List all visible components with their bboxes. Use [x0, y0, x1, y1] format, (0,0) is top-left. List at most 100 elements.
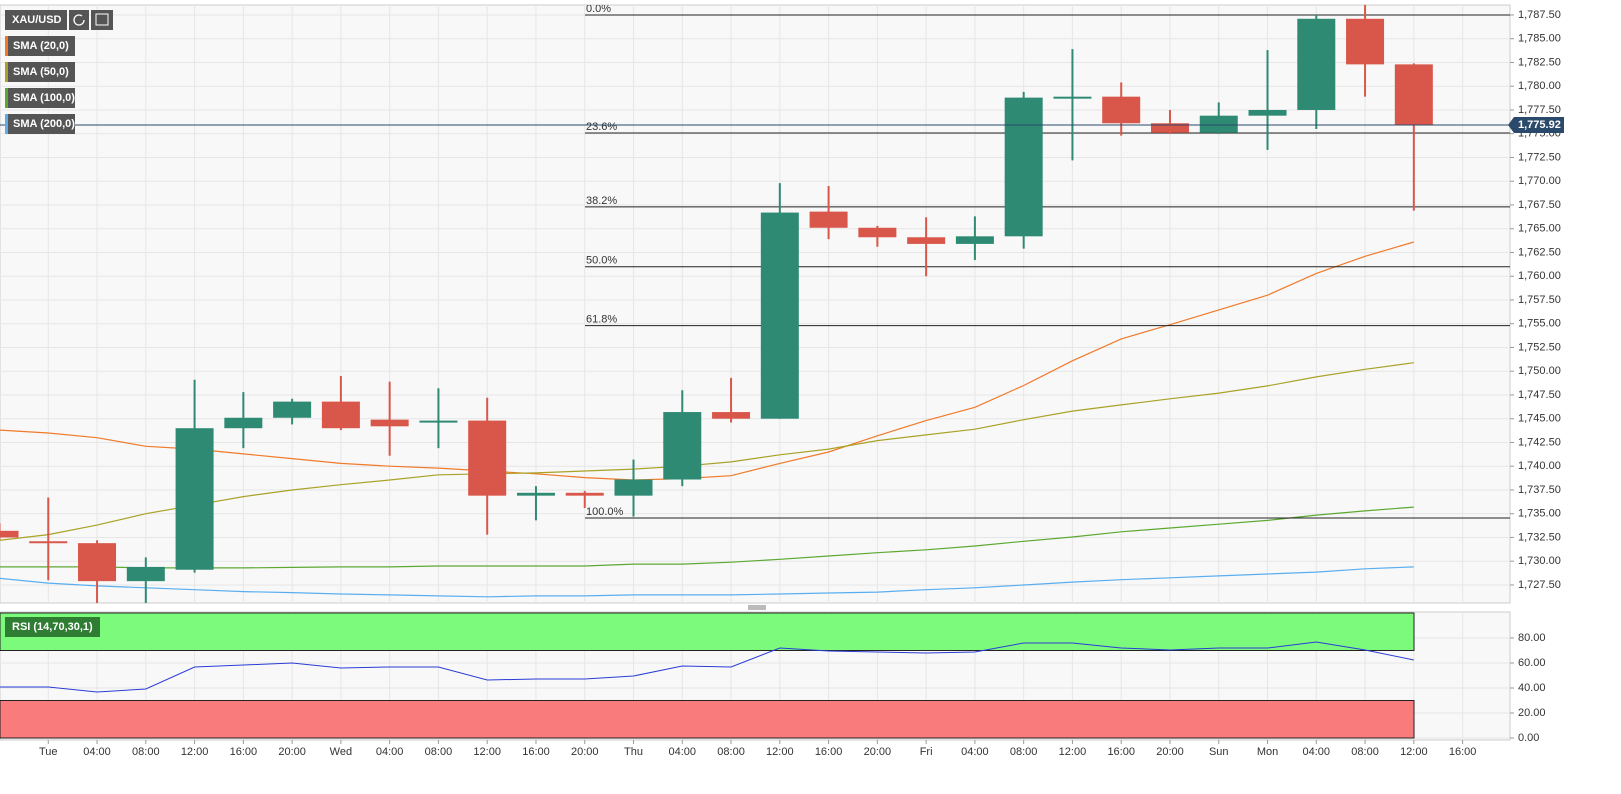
- candle-body: [663, 412, 702, 480]
- candle-body: [1297, 18, 1336, 110]
- symbol: XAU/USD: [12, 14, 62, 26]
- fib-label: 50.0%: [586, 255, 617, 267]
- y-tick-label: 1,785.00: [1518, 33, 1561, 45]
- candle-body: [1346, 18, 1385, 65]
- y-tick-label: 1,762.50: [1518, 246, 1561, 258]
- y-tick-label: 60.00: [1518, 657, 1546, 669]
- candle-body: [370, 419, 409, 427]
- x-tick-label: 16:00: [815, 746, 843, 758]
- panel-handle[interactable]: [748, 605, 766, 610]
- sma-tag-color: [5, 36, 8, 56]
- x-tick-label: 20:00: [571, 746, 599, 758]
- price-plot: [0, 4, 1511, 604]
- sma-line: [0, 566, 1414, 598]
- candle-body: [321, 401, 360, 429]
- x-tick-label: Wed: [330, 746, 352, 758]
- candle-body: [224, 417, 263, 429]
- sma-tag: SMA (20,0): [13, 40, 69, 52]
- calendar-icon: [95, 13, 109, 26]
- x-tick-label: 04:00: [83, 746, 111, 758]
- rsi-line: [0, 641, 1414, 693]
- refresh-button[interactable]: [69, 10, 89, 30]
- y-tick-label: 20.00: [1518, 707, 1546, 719]
- candle-body: [1102, 96, 1141, 124]
- sma-tag-box: [5, 36, 75, 56]
- candle-body: [1199, 115, 1238, 133]
- candle-body: [78, 543, 117, 582]
- candle-body: [565, 492, 604, 496]
- x-tick-label: 12:00: [1059, 746, 1087, 758]
- calendar-button[interactable]: [91, 10, 113, 30]
- y-tick-label: 1,765.00: [1518, 223, 1561, 235]
- x-tick-label: 12:00: [473, 746, 501, 758]
- y-tick-label: 1,737.50: [1518, 484, 1561, 496]
- sma-tag: SMA (50,0): [13, 66, 69, 78]
- sma-tag-color: [5, 88, 8, 108]
- x-tick-label: 16:00: [1107, 746, 1135, 758]
- sma-tag-color: [5, 62, 8, 82]
- fib-label: 23.6%: [586, 121, 617, 133]
- y-tick-label: 1,777.50: [1518, 104, 1561, 116]
- y-tick-label: 1,755.00: [1518, 318, 1561, 330]
- x-tick-label: Thu: [624, 746, 643, 758]
- x-tick-label: 16:00: [230, 746, 258, 758]
- y-tick-label: 1,782.50: [1518, 56, 1561, 68]
- candle-body: [1004, 97, 1043, 237]
- x-tick-label: 08:00: [425, 746, 453, 758]
- candle-body: [175, 428, 214, 570]
- x-tick-label: 08:00: [1010, 746, 1038, 758]
- candle-body: [955, 236, 994, 244]
- sma-tag-box: [5, 88, 75, 108]
- sma-line: [0, 506, 1414, 569]
- rsi-tag-box: [5, 617, 100, 637]
- y-tick-label: 1,767.50: [1518, 199, 1561, 211]
- candle-body: [468, 420, 507, 496]
- rsi-layer: [0, 612, 1510, 740]
- x-tick-label: 08:00: [1351, 746, 1379, 758]
- rsi-band: [0, 700, 1415, 739]
- y-tick-label: 80.00: [1518, 632, 1546, 644]
- x-tick-label: Mon: [1257, 746, 1278, 758]
- candle-body: [1150, 123, 1189, 133]
- fib-label: 38.2%: [586, 195, 617, 207]
- x-tick-label: Sun: [1209, 746, 1229, 758]
- y-tick-label: 1,752.50: [1518, 341, 1561, 353]
- y-tick-label: 1,760.00: [1518, 270, 1561, 282]
- y-tick-label: 1,772.50: [1518, 151, 1561, 163]
- sma-tag: SMA (200,0): [13, 118, 75, 130]
- y-tick-label: 1,770.00: [1518, 175, 1561, 187]
- x-tick-label: 16:00: [522, 746, 550, 758]
- refresh-icon: [73, 14, 85, 26]
- candle-body: [1394, 64, 1433, 125]
- candle-body: [907, 237, 946, 244]
- sma-tag: SMA (100,0): [13, 92, 75, 104]
- x-tick-label: 08:00: [717, 746, 745, 758]
- y-tick-label: 1,787.50: [1518, 9, 1561, 21]
- fib-label: 100.0%: [586, 506, 624, 518]
- y-tick-label: 1,732.50: [1518, 531, 1561, 543]
- y-tick-label: 1,730.00: [1518, 555, 1561, 567]
- x-tick-label: 08:00: [132, 746, 160, 758]
- candle-body: [0, 530, 19, 538]
- fib-label: 61.8%: [586, 314, 617, 326]
- rsi-band: [0, 612, 1415, 651]
- sma-tag-box: [5, 114, 75, 134]
- x-tick-label: Tue: [39, 746, 58, 758]
- last-price-box: [1508, 116, 1564, 133]
- y-tick-label: 0.00: [1518, 732, 1539, 744]
- candle-body: [858, 227, 897, 238]
- x-tick-label: 04:00: [669, 746, 697, 758]
- x-tick-label: 12:00: [181, 746, 209, 758]
- y-tick-label: 1,742.50: [1518, 436, 1561, 448]
- candle-body: [614, 479, 653, 496]
- candle-body: [419, 420, 458, 423]
- price-layer: 0.0% 23.6% 38.2% 50.0% 61.8% 100.0%: [0, 5, 1510, 603]
- y-tick-label: 1,747.50: [1518, 389, 1561, 401]
- candle-body: [760, 212, 799, 419]
- y-tick-label: 1,750.00: [1518, 365, 1561, 377]
- y-tick-label: 40.00: [1518, 682, 1546, 694]
- y-tick-label: 1,740.00: [1518, 460, 1561, 472]
- candle-body: [126, 566, 165, 582]
- candle-body: [712, 412, 751, 419]
